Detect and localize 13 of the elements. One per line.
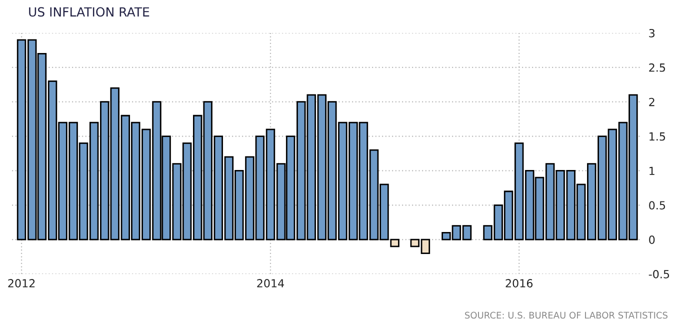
- chart-title: US INFLATION RATE: [29, 7, 150, 17]
- x-tick-label: 2014: [257, 279, 284, 288]
- y-tick-label: 0: [649, 236, 655, 244]
- y-tick-label: 3: [649, 28, 655, 38]
- x-tick-label: 2016: [506, 279, 533, 288]
- x-tick-label: 2012: [8, 279, 35, 288]
- y-tick-label: 0.5: [649, 201, 666, 210]
- source-note: SOURCE: U.S. BUREAU OF LABOR STATISTICS: [465, 312, 668, 319]
- y-tick-label: 1: [650, 166, 654, 175]
- y-tick-label: 1.5: [650, 132, 666, 141]
- y-tick-label: 2: [649, 98, 654, 106]
- y-tick-label: -0.5: [648, 270, 670, 278]
- y-tick-label: 2.5: [649, 63, 666, 72]
